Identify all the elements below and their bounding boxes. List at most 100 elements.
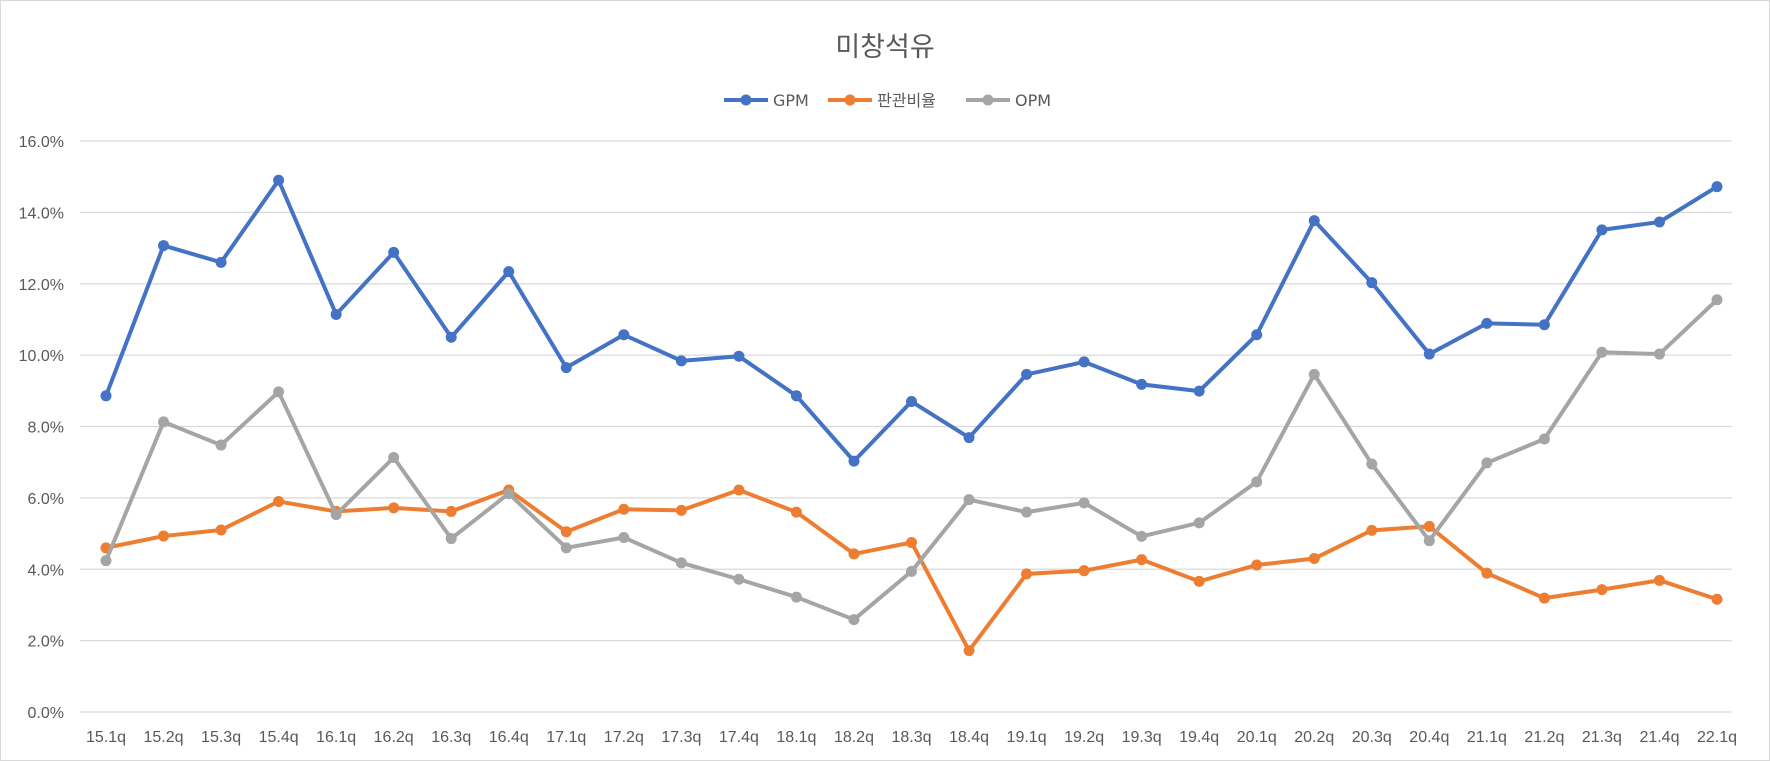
data-point: [388, 502, 400, 514]
data-point: [215, 256, 227, 268]
y-tick-label: 14.0%: [19, 205, 64, 222]
data-point: [1193, 385, 1205, 397]
y-tick-label: 16.0%: [19, 134, 64, 151]
data-point: [790, 591, 802, 603]
data-point: [675, 557, 687, 569]
data-point: [675, 504, 687, 516]
y-axis: 0.0% 2.0% 4.0% 6.0% 8.0% 10.0% 12.0% 14.0% 16.0%: [19, 134, 64, 722]
x-tick-label: 22.1q: [1697, 729, 1737, 746]
y-tick-label: 4.0%: [28, 562, 64, 579]
data-point: [1078, 497, 1090, 509]
data-point: [790, 390, 802, 402]
x-tick-label: 16.1q: [316, 729, 356, 746]
data-point: [733, 573, 745, 585]
x-tick-label: 19.2q: [1064, 729, 1104, 746]
x-tick-label: 16.4q: [489, 729, 529, 746]
data-point: [1711, 593, 1723, 605]
y-tick-label: 6.0%: [28, 491, 64, 508]
data-point: [100, 390, 112, 402]
data-point: [848, 455, 860, 467]
data-point: [906, 565, 917, 577]
data-point: [1251, 329, 1263, 341]
x-tick-label: 18.4q: [949, 729, 989, 746]
x-tick-label: 15.1q: [86, 729, 126, 746]
data-point: [1653, 348, 1665, 360]
legend-marker: [740, 94, 752, 106]
data-point: [1366, 458, 1378, 470]
data-point: [1021, 506, 1033, 518]
data-point: [1481, 567, 1493, 579]
x-tick-label: 20.1q: [1237, 729, 1277, 746]
data-point: [618, 531, 630, 543]
x-tick-label: 18.1q: [776, 729, 816, 746]
data-point: [848, 548, 860, 560]
data-point: [273, 495, 285, 507]
data-point: [618, 503, 630, 515]
x-tick-label: 15.3q: [201, 729, 241, 746]
data-point: [1711, 181, 1723, 193]
x-tick-label: 19.3q: [1122, 729, 1162, 746]
legend-label: GPM: [773, 91, 809, 110]
data-point: [1596, 224, 1608, 236]
x-tick-label: 17.1q: [546, 729, 586, 746]
data-point: [1251, 476, 1263, 488]
x-tick-label: 19.1q: [1007, 729, 1047, 746]
data-point: [503, 266, 515, 278]
data-point: [1366, 277, 1378, 289]
data-point: [1078, 565, 1090, 577]
x-tick-label: 21.3q: [1582, 729, 1622, 746]
data-point: [675, 355, 687, 367]
data-point: [560, 542, 572, 554]
data-point: [1136, 530, 1148, 542]
data-point: [1021, 368, 1033, 380]
data-point: [158, 240, 170, 252]
data-point: [100, 555, 112, 567]
data-point: [560, 526, 572, 538]
data-point: [733, 350, 745, 362]
data-point: [445, 533, 457, 545]
data-point: [1711, 294, 1723, 306]
data-point: [1538, 592, 1550, 604]
data-point: [1366, 524, 1378, 536]
data-point: [733, 484, 745, 496]
x-tick-label: 15.2q: [144, 729, 184, 746]
data-point: [388, 452, 400, 464]
data-point: [445, 505, 457, 517]
legend-label: OPM: [1015, 91, 1051, 110]
data-point: [1653, 574, 1665, 586]
data-point: [618, 329, 630, 341]
data-point: [445, 331, 457, 343]
data-point: [963, 494, 975, 506]
x-axis: 15.1q 15.2q 15.3q 15.4q 16.1q 16.2q 16.3q 16.4q…: [86, 729, 1737, 746]
data-point: [388, 246, 400, 258]
data-point: [906, 536, 917, 548]
legend-label: 판관비율: [877, 91, 936, 110]
data-point: [1193, 517, 1205, 529]
x-tick-label: 20.3q: [1352, 729, 1392, 746]
data-point: [1136, 378, 1148, 390]
x-tick-label: 17.2q: [604, 729, 644, 746]
data-point: [963, 645, 975, 657]
data-point: [330, 308, 342, 320]
data-point: [1481, 457, 1493, 469]
x-tick-label: 18.2q: [834, 729, 874, 746]
data-point: [1653, 216, 1665, 228]
series-group: [100, 174, 1723, 657]
data-point: [1481, 317, 1493, 329]
x-tick-label: 21.1q: [1467, 729, 1507, 746]
data-point: [1193, 575, 1205, 587]
gridlines: [80, 140, 1732, 713]
data-point: [215, 439, 227, 451]
data-point: [1308, 215, 1320, 227]
data-point: [1596, 584, 1608, 596]
data-point: [158, 530, 170, 542]
legend-marker: [982, 94, 994, 106]
y-tick-label: 0.0%: [28, 705, 64, 722]
data-point: [1538, 433, 1550, 445]
data-point: [215, 524, 227, 536]
y-tick-label: 8.0%: [28, 420, 64, 437]
data-point: [330, 509, 342, 521]
x-tick-label: 21.4q: [1639, 729, 1679, 746]
chart-title: 미창석유: [835, 32, 934, 63]
